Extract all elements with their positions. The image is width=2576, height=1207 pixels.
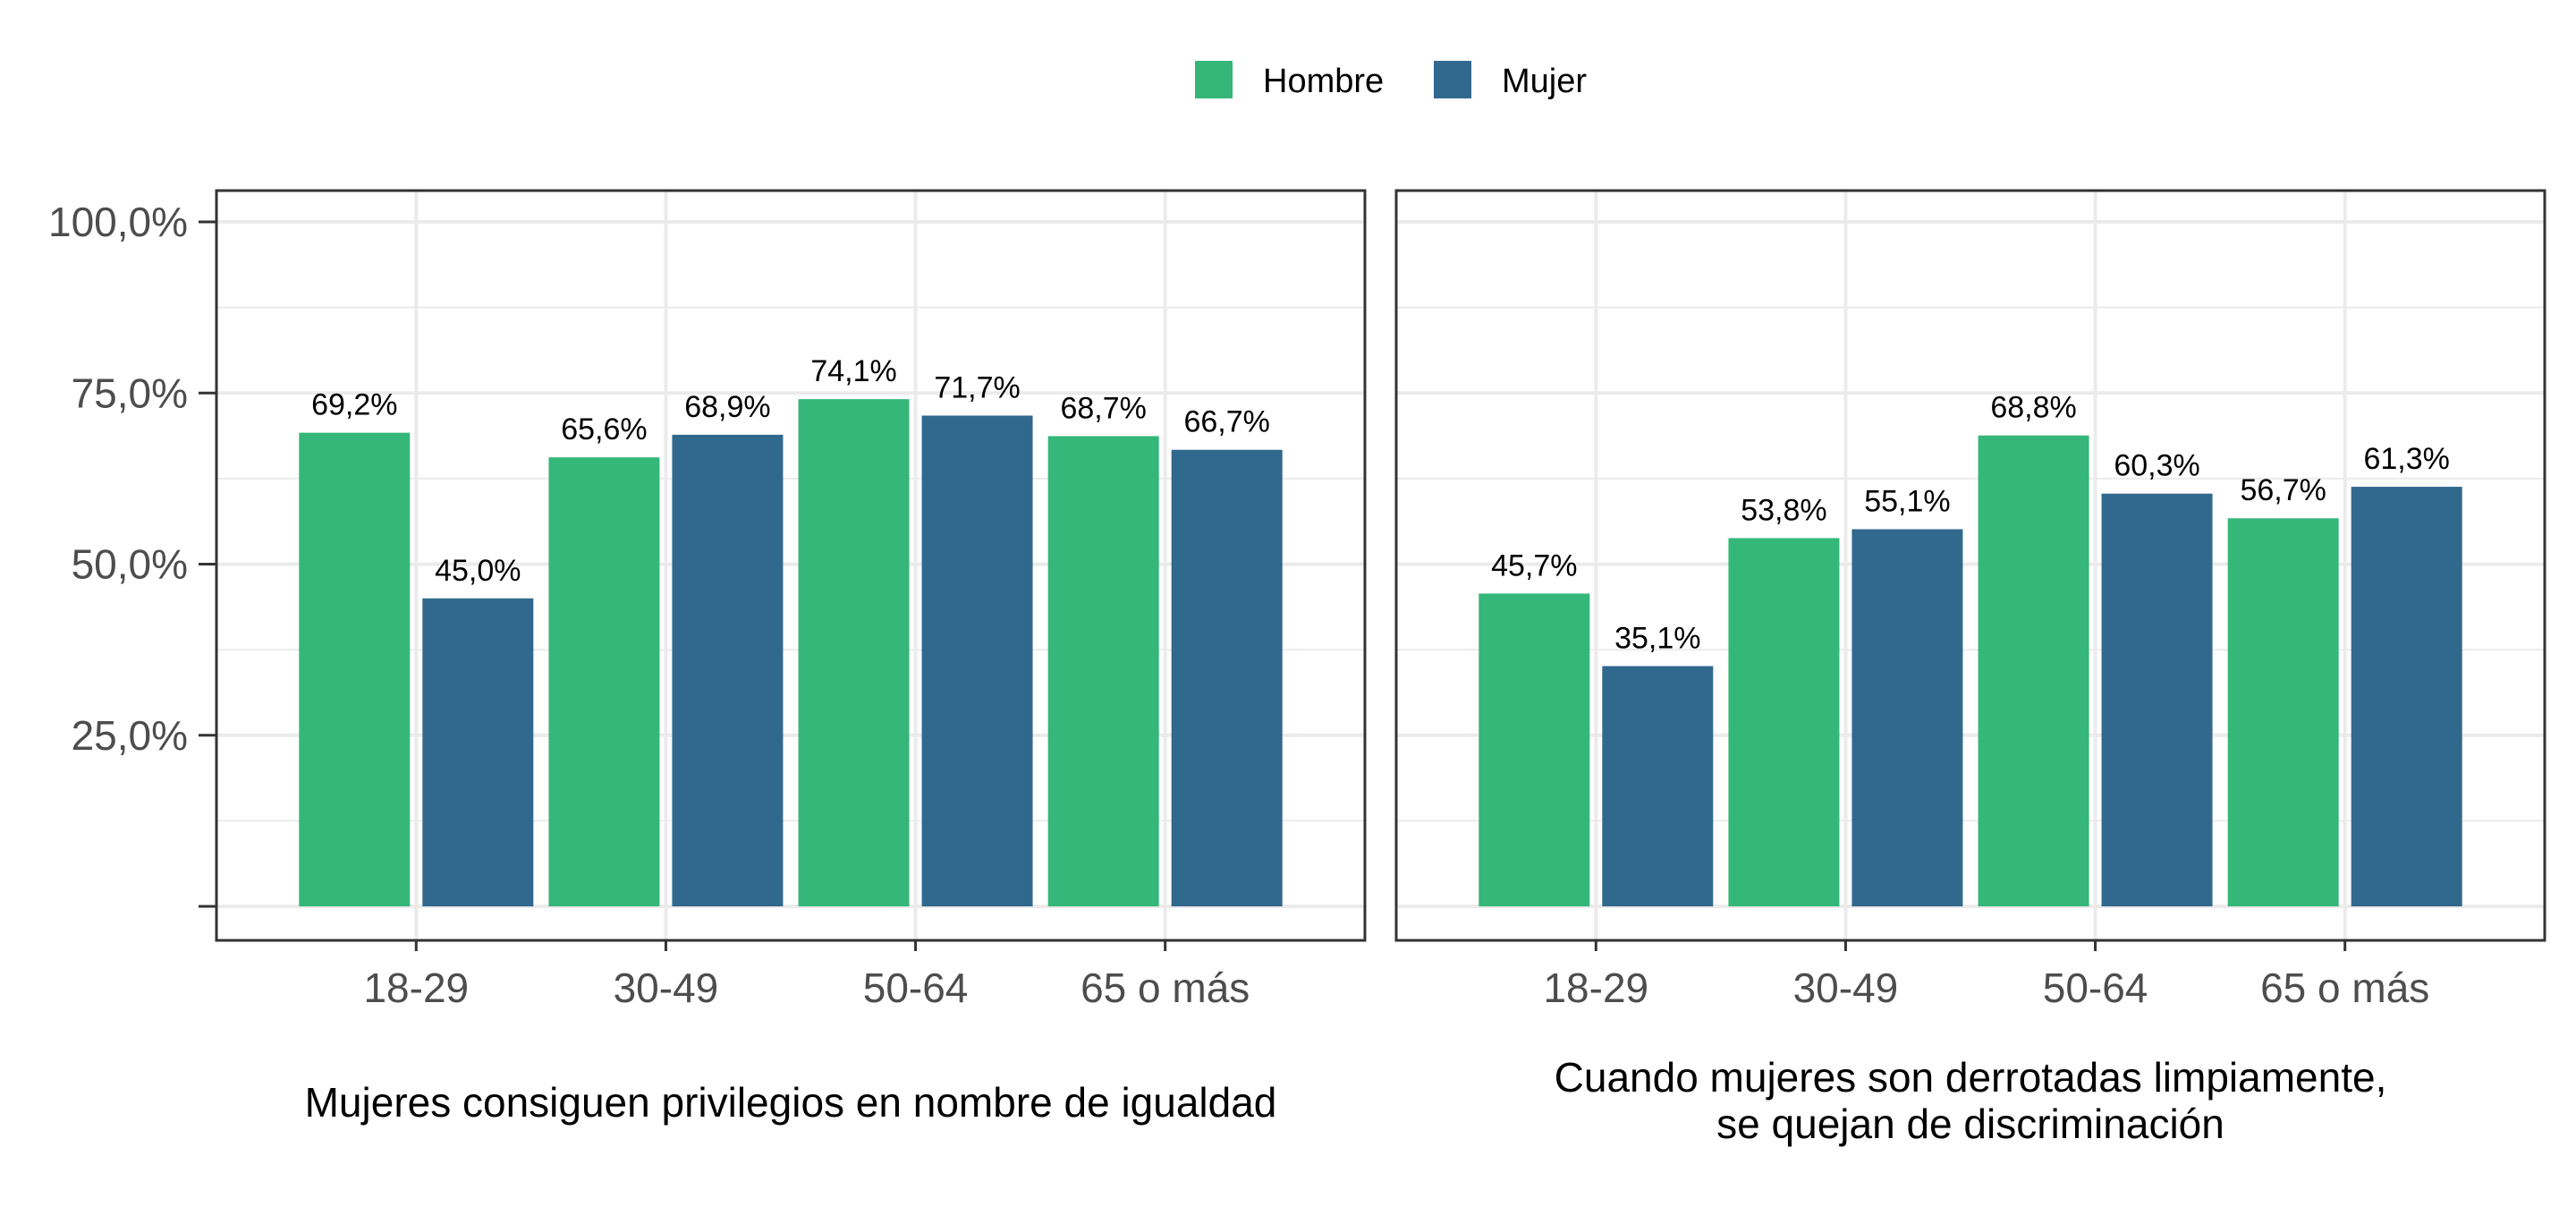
data-label-mujer-3: 66,7% (1183, 405, 1269, 439)
bar-hombre-3 (1047, 436, 1159, 906)
x-tick-label-1: 30-49 (1793, 965, 1899, 1011)
bar-hombre-2 (1978, 435, 2089, 906)
y-tick-label-1: 50,0% (72, 541, 188, 588)
bar-hombre-0 (299, 432, 411, 906)
y-tick-label-3: 100,0% (48, 199, 188, 245)
bar-mujer-1 (672, 434, 784, 906)
bar-mujer-0 (422, 598, 534, 906)
bar-hombre-1 (548, 457, 660, 906)
data-label-hombre-3: 68,7% (1060, 391, 1146, 425)
bar-hombre-3 (2227, 518, 2339, 906)
x-tick-label-0: 18-29 (363, 965, 469, 1011)
bar-hombre-1 (1728, 538, 1840, 906)
data-label-hombre-3: 56,7% (2240, 473, 2326, 507)
bar-mujer-2 (2101, 493, 2213, 906)
bar-hombre-2 (798, 399, 910, 906)
x-tick-label-2: 50-64 (863, 965, 969, 1011)
legend-swatch-hombre (1195, 61, 1233, 98)
x-tick-label-0: 18-29 (1543, 965, 1648, 1011)
panel-label-line-0: Cuando mujeres son derrotadas limpiament… (1555, 1054, 2387, 1101)
y-tick-label-0: 25,0% (72, 712, 188, 759)
legend-label-mujer: Mujer (1502, 63, 1587, 100)
data-label-mujer-2: 71,7% (934, 370, 1020, 404)
data-label-mujer-1: 55,1% (1864, 484, 1950, 518)
x-tick-label-1: 30-49 (614, 965, 719, 1011)
data-label-mujer-3: 61,3% (2363, 442, 2449, 476)
x-tick-label-2: 50-64 (2043, 965, 2148, 1011)
legend-label-hombre: Hombre (1263, 63, 1384, 100)
panel-label-line-1: se quejan de discriminación (1716, 1101, 2224, 1147)
bar-mujer-0 (1602, 666, 1714, 906)
bar-hombre-0 (1479, 593, 1590, 906)
x-tick-label-3: 65 o más (2260, 965, 2429, 1011)
data-label-mujer-2: 60,3% (2114, 449, 2199, 483)
data-label-hombre-1: 65,6% (561, 412, 647, 446)
data-label-hombre-1: 53,8% (1741, 493, 1826, 527)
bar-mujer-2 (921, 415, 1033, 906)
legend-swatch-mujer (1434, 61, 1471, 98)
data-label-hombre-2: 74,1% (810, 354, 896, 388)
bar-mujer-3 (1171, 449, 1283, 906)
bar-mujer-3 (2351, 487, 2462, 906)
data-label-mujer-0: 35,1% (1614, 621, 1700, 655)
data-label-mujer-0: 45,0% (435, 554, 521, 588)
data-label-mujer-1: 68,9% (684, 390, 770, 424)
y-tick-label-2: 75,0% (72, 370, 188, 416)
panel-label: Mujeres consiguen privilegios en nombre … (305, 1079, 1277, 1126)
bar-mujer-1 (1852, 529, 1963, 906)
data-label-hombre-0: 45,7% (1491, 548, 1577, 582)
panel-border (1394, 189, 2546, 942)
x-tick-label-3: 65 o más (1080, 965, 1250, 1011)
data-label-hombre-0: 69,2% (311, 388, 397, 422)
data-label-hombre-2: 68,8% (1990, 391, 2076, 425)
